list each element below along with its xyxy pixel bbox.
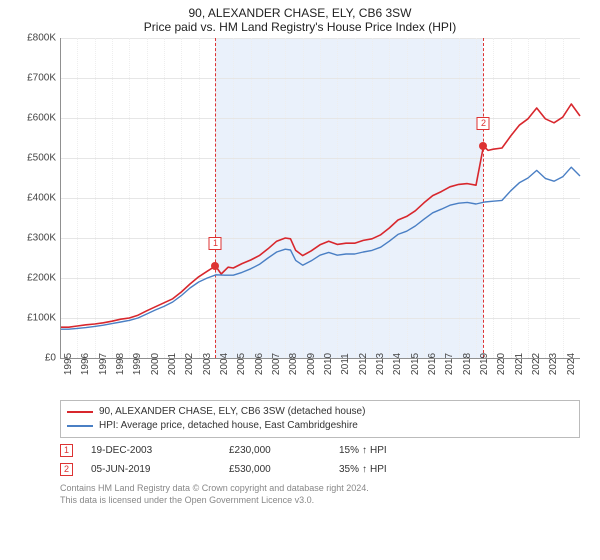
y-axis [60,38,61,358]
x-tick-label: 2015 [410,353,421,375]
sale-diff-pct: 35% [339,464,359,475]
chart-footer: 90, ALEXANDER CHASE, ELY, CB6 3SW (detac… [60,398,580,506]
series-svg [60,38,580,358]
sale-dot [479,142,487,150]
y-tick-label: £300K [27,233,56,244]
x-tick-label: 2012 [358,353,369,375]
x-tick-label: 2000 [150,353,161,375]
x-tick-label: 2018 [462,353,473,375]
x-tick-label: 2016 [427,353,438,375]
legend-label: HPI: Average price, detached house, East… [99,419,358,433]
fineprint: Contains HM Land Registry data © Crown c… [60,482,580,506]
series-property [60,104,580,327]
sale-dot [211,262,219,270]
chart-title-block: 90, ALEXANDER CHASE, ELY, CB6 3SW Price … [12,6,588,34]
x-tick-label: 2014 [392,353,403,375]
x-tick-label: 2008 [288,353,299,375]
arrow-up-icon: ↑ [362,445,367,456]
legend-swatch [67,425,93,427]
x-tick-label: 1999 [132,353,143,375]
legend-row: 90, ALEXANDER CHASE, ELY, CB6 3SW (detac… [67,405,573,419]
fineprint-line: Contains HM Land Registry data © Crown c… [60,482,580,494]
x-tick-label: 2021 [514,353,525,375]
x-tick-label: 2003 [202,353,213,375]
y-tick-label: £800K [27,33,56,44]
sale-diff-label: HPI [370,464,387,475]
series-hpi [60,167,580,329]
sale-diff-pct: 15% [339,445,359,456]
legend-row: HPI: Average price, detached house, East… [67,419,573,433]
sale-diff-label: HPI [370,445,387,456]
fineprint-line: This data is licensed under the Open Gov… [60,494,580,506]
sale-date: 05-JUN-2019 [91,464,229,475]
x-tick-label: 2020 [496,353,507,375]
x-tick-label: 2010 [323,353,334,375]
x-tick-label: 2001 [167,353,178,375]
sale-row: 1 19-DEC-2003£230,00015%↑HPI [60,444,580,457]
y-tick-label: £700K [27,73,56,84]
plot-area: 12 [60,38,580,358]
sale-price: £230,000 [229,445,339,456]
x-tick-label: 2009 [306,353,317,375]
x-tick-label: 2006 [254,353,265,375]
x-tick-label: 1996 [80,353,91,375]
x-tick-label: 2017 [444,353,455,375]
sale-diff: 15%↑HPI [339,445,387,456]
sale-row: 2 05-JUN-2019£530,00035%↑HPI [60,463,580,476]
x-tick-label: 1995 [63,353,74,375]
x-tick-label: 2005 [236,353,247,375]
title-subtitle: Price paid vs. HM Land Registry's House … [12,20,588,34]
sale-price: £530,000 [229,464,339,475]
x-tick-label: 1997 [98,353,109,375]
arrow-up-icon: ↑ [362,464,367,475]
legend: 90, ALEXANDER CHASE, ELY, CB6 3SW (detac… [60,400,580,438]
x-tick-label: 2007 [271,353,282,375]
sale-diff: 35%↑HPI [339,464,387,475]
y-tick-label: £200K [27,273,56,284]
x-tick-label: 2024 [566,353,577,375]
x-tick-label: 2019 [479,353,490,375]
x-tick-label: 2022 [531,353,542,375]
x-tick-label: 2004 [219,353,230,375]
sale-date: 19-DEC-2003 [91,445,229,456]
legend-swatch [67,411,93,413]
chart: £0£100K£200K£300K£400K£500K£600K£700K£80… [12,38,588,408]
sale-marker-box: 1 [60,444,73,457]
y-tick-label: £500K [27,153,56,164]
y-tick-label: £400K [27,193,56,204]
x-tick-label: 2023 [548,353,559,375]
x-tick-label: 2011 [340,353,351,375]
x-tick-label: 2002 [184,353,195,375]
x-tick-label: 1998 [115,353,126,375]
y-tick-label: £600K [27,113,56,124]
x-tick-label: 2013 [375,353,386,375]
sale-marker-box: 2 [60,463,73,476]
y-tick-label: £0 [45,353,56,364]
title-address: 90, ALEXANDER CHASE, ELY, CB6 3SW [12,6,588,20]
y-tick-label: £100K [27,313,56,324]
legend-label: 90, ALEXANDER CHASE, ELY, CB6 3SW (detac… [99,405,365,419]
